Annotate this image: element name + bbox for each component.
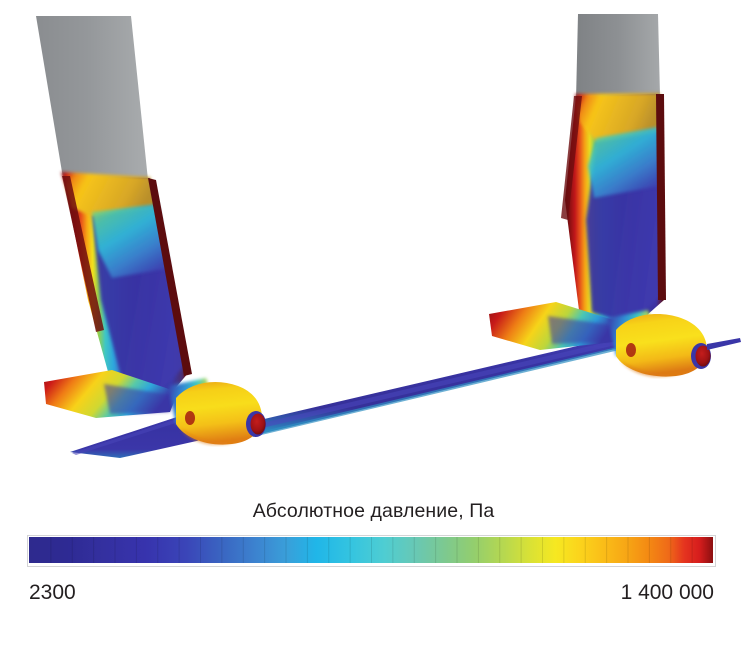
left-pod-vent (185, 411, 195, 425)
right-outboard-foil-shade (548, 316, 618, 344)
right-pod-tail-sting (707, 338, 741, 350)
right-pylon-assembly (561, 14, 666, 330)
colorbar-max-label: 1 400 000 (620, 581, 714, 604)
colorbar-frame (27, 535, 716, 567)
right-pylon-mid-band (588, 127, 659, 198)
render-viewport (36, 14, 741, 458)
left-pylon-trailing-edge (62, 176, 104, 332)
left-pod-nose-cap (250, 413, 266, 435)
left-pylon-upper-gray (36, 16, 148, 193)
center-spar (243, 336, 636, 437)
left-outboard-foil-shade (104, 384, 176, 414)
right-pod-vent (626, 343, 636, 357)
pressure-legend: Абсолютное давление, Па (0, 490, 747, 645)
legend-title: Абсолютное давление, Па (252, 500, 495, 522)
right-pylon-leading-edge (656, 94, 666, 300)
left-pylon-assembly (36, 16, 192, 398)
colorbar (29, 537, 713, 563)
left-lower-foil-edge (72, 416, 188, 455)
left-pylon-leading-edge (148, 178, 192, 376)
right-pod-nose-cap (695, 345, 711, 367)
colorbar-min-label: 2300 (29, 581, 76, 604)
left-pylon-top-band (61, 172, 156, 216)
center-spar-lower-edge (251, 343, 636, 437)
left-pod-assembly (44, 370, 266, 458)
left-pylon-mid-band (92, 204, 170, 278)
right-pod-assembly (489, 302, 741, 377)
right-pylon-trailing-edge (561, 96, 582, 220)
right-pod-nacelle (616, 314, 707, 377)
right-pylon-upper-gray (576, 14, 660, 110)
right-pylon-top-band (575, 93, 660, 142)
center-spar-highlight (245, 339, 624, 431)
left-pod-nacelle (176, 382, 262, 445)
